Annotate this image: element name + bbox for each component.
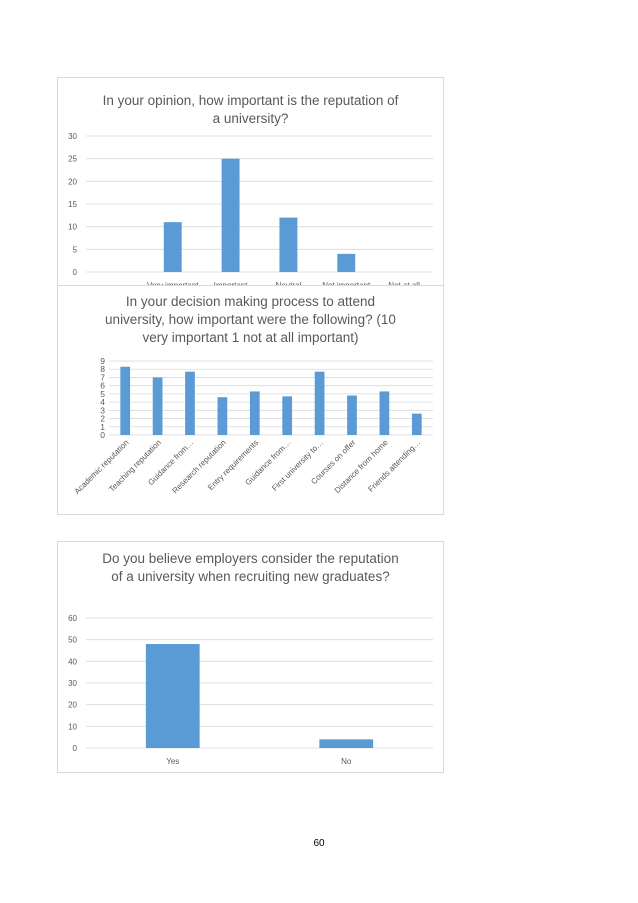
y-tick-label: 15 <box>68 200 77 209</box>
y-tick-label: 30 <box>68 132 77 141</box>
bar <box>337 253 356 272</box>
y-tick-label: 0 <box>73 268 78 277</box>
y-tick-label: 6 <box>100 381 105 391</box>
bar <box>314 371 325 435</box>
reputation-importance-plot: 0 5 10 15 20 25 30 Very important Important Neutr… <box>68 132 433 286</box>
y-tick-label: 4 <box>100 397 105 407</box>
bar <box>221 158 240 272</box>
y-tick-label: 0 <box>73 744 78 753</box>
bar <box>249 391 260 435</box>
y-tick-label: 8 <box>100 364 105 374</box>
x-tick-label: Yes <box>166 757 179 766</box>
y-tick-label: 5 <box>73 245 78 254</box>
x-tick-label: Important <box>214 281 249 286</box>
decision-factors-chart: In your decision making process to atten… <box>57 285 444 515</box>
y-tick-label: 2 <box>100 414 105 424</box>
chart-title: In your decision making process to atten… <box>105 294 396 345</box>
y-tick-label: 40 <box>68 657 77 666</box>
y-tick-label: 7 <box>100 372 105 382</box>
bar <box>279 217 298 272</box>
employers-reputation-plot: 0 10 20 30 40 50 60 Yes No <box>68 614 433 766</box>
y-tick-label: 5 <box>100 389 105 399</box>
x-tick-label: Not at all <box>388 281 420 286</box>
y-tick-label: 50 <box>68 636 77 645</box>
bar <box>152 377 163 435</box>
bar <box>379 391 390 435</box>
y-tick-label: 20 <box>68 701 77 710</box>
x-tick-label: Distance from home <box>333 438 390 495</box>
bar <box>347 395 357 435</box>
y-tick-label: 25 <box>68 155 77 164</box>
bar <box>145 644 200 748</box>
y-tick-label: 9 <box>100 356 105 366</box>
y-tick-label: 0 <box>100 430 105 440</box>
bar <box>411 413 422 435</box>
chart-title: Do you believe employers consider the re… <box>102 551 399 584</box>
y-tick-label: 60 <box>68 614 77 623</box>
reputation-importance-chart: In your opinion, how important is the re… <box>57 77 444 286</box>
y-tick-label: 1 <box>100 422 105 432</box>
bar <box>120 366 131 435</box>
y-tick-label: 20 <box>68 177 77 186</box>
y-tick-label: 3 <box>100 405 105 415</box>
employers-reputation-chart: Do you believe employers consider the re… <box>57 541 444 773</box>
chart-title: In your opinion, how important is the re… <box>102 93 399 126</box>
bar <box>282 396 293 435</box>
y-tick-label: 10 <box>68 722 77 731</box>
x-tick-label: Not important <box>322 281 371 286</box>
bar <box>185 371 195 435</box>
x-tick-label: Academic reputation <box>73 438 131 496</box>
y-tick-label: 10 <box>68 223 77 232</box>
page-number: 60 <box>313 838 325 849</box>
bar <box>319 739 374 748</box>
bar <box>217 397 228 435</box>
x-tick-label: No <box>341 757 352 766</box>
x-tick-label: Neutral <box>276 281 302 286</box>
y-tick-label: 30 <box>68 679 77 688</box>
bar <box>163 222 182 272</box>
x-tick-label: Very important <box>147 281 199 286</box>
